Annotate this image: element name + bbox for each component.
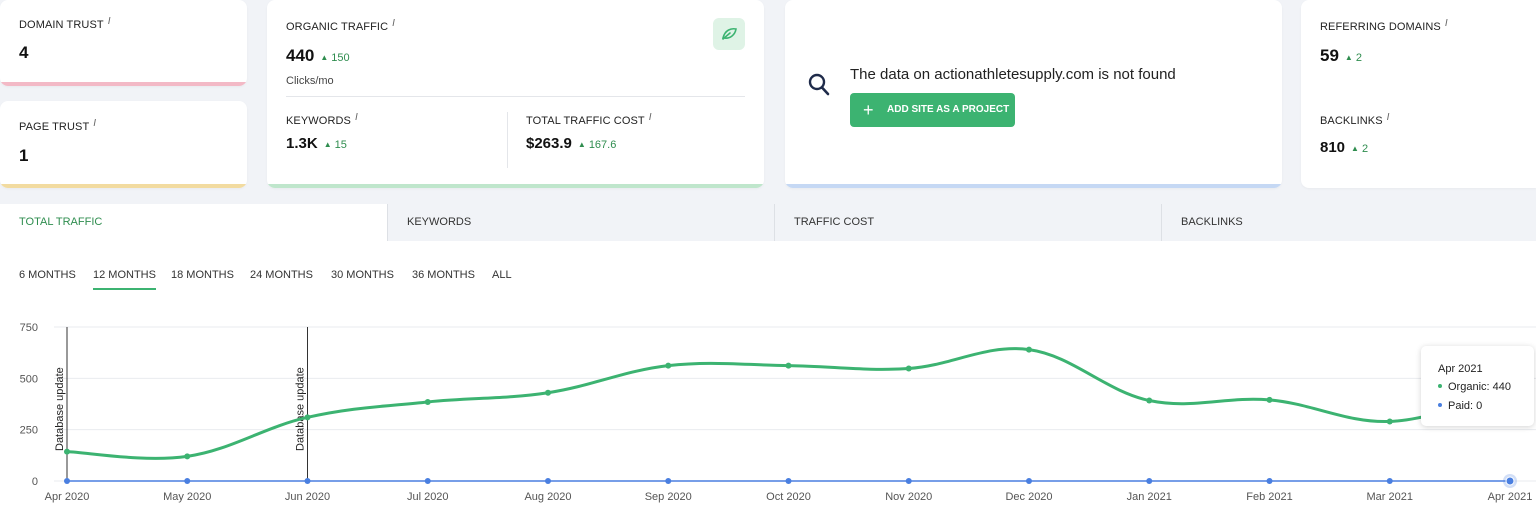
tab-backlinks[interactable]: BACKLINKS [1161,204,1536,241]
organic-traffic-value: 440 [286,46,315,65]
organic-traffic-card: ORGANIC TRAFFICi 440 150 Clicks/mo KEYWOR… [267,0,764,188]
period-24-months[interactable]: 24 MONTHS [250,269,313,281]
page-trust-value: 1 [19,146,29,165]
organic-traffic-value-row: 440 150 [286,46,350,66]
traffic-cost-label: TOTAL TRAFFIC COST i [526,112,652,127]
keywords-block: KEYWORDSi 1.3K 15 [286,112,358,153]
links-card: REFERRING DOMAINSi 59 2 BACKLINKSi 810 2 [1301,0,1536,188]
backlinks-row: 810 2 [1320,139,1368,157]
info-icon[interactable]: i [107,16,111,27]
referring-domains-delta: 2 [1345,52,1362,64]
info-icon[interactable]: i [93,118,97,129]
page-trust-stripe [0,184,247,188]
period-30-months[interactable]: 30 MONTHS [331,269,394,281]
leaf-icon[interactable] [713,18,745,50]
referring-domains-value: 59 [1320,46,1339,65]
organic-traffic-label: ORGANIC TRAFFIC i [286,18,396,33]
tooltip-organic-row: Organic: 440 [1438,381,1511,393]
referring-domains-row: 59 2 [1320,46,1362,66]
backlinks-label: BACKLINKS i [1320,112,1390,127]
tab-keywords[interactable]: KEYWORDS [387,204,774,241]
chart-tooltip: Apr 2021 Organic: 440 Paid: 0 [1421,346,1534,426]
add-site-button[interactable]: + ADD SITE AS A PROJECT [850,93,1015,127]
tab-traffic-cost[interactable]: TRAFFIC COST [774,204,1161,241]
info-icon[interactable]: i [354,112,358,123]
plus-icon: + [863,100,874,120]
info-icon[interactable]: i [1386,112,1390,123]
referring-domains-label: REFERRING DOMAINS i [1320,18,1448,33]
add-site-button-label: ADD SITE AS A PROJECT [887,104,1010,115]
traffic-cost-delta: 167.6 [578,139,617,151]
domain-trust-stripe [0,82,247,86]
traffic-cost-value: $263.9 [526,135,572,152]
vertical-divider [507,112,508,168]
keywords-delta: 15 [324,139,347,151]
chart-panel: 6 MONTHS 12 MONTHS 18 MONTHS 24 MONTHS 3… [0,241,1536,507]
page-trust-label: PAGE TRUST i [19,118,97,133]
search-icon [807,72,831,103]
domain-trust-label: DOMAIN TRUST i [19,16,111,31]
domain-trust-card: DOMAIN TRUST i 4 [0,0,247,86]
tooltip-organic-value: 440 [1492,381,1511,393]
tooltip-title: Apr 2021 [1438,363,1483,375]
tab-total-traffic[interactable]: TOTAL TRAFFIC [0,204,387,242]
period-6-months[interactable]: 6 MONTHS [19,269,76,281]
organic-traffic-delta: 150 [320,52,349,64]
info-icon[interactable]: i [1444,18,1448,29]
traffic-cost-block: TOTAL TRAFFIC COSTi $263.9 167.6 [526,112,652,153]
keywords-label: KEYWORDS i [286,112,358,127]
info-icon[interactable]: i [648,112,652,123]
period-all[interactable]: ALL [492,269,512,281]
chart-tabs: TOTAL TRAFFIC KEYWORDS TRAFFIC COST BACK… [0,204,1536,242]
tooltip-paid-row: Paid: 0 [1438,400,1482,412]
backlinks-delta: 2 [1351,143,1368,155]
card-divider [286,96,745,97]
not-found-stripe [785,184,1282,188]
tooltip-paid-value: 0 [1476,400,1483,412]
period-36-months[interactable]: 36 MONTHS [412,269,475,281]
period-18-months[interactable]: 18 MONTHS [171,269,234,281]
period-12-months[interactable]: 12 MONTHS [93,269,156,290]
domain-trust-value: 4 [19,43,29,62]
organic-traffic-unit: Clicks/mo [286,75,334,87]
organic-stripe [267,184,764,188]
page-trust-card: PAGE TRUST i 1 [0,101,247,188]
backlinks-value: 810 [1320,139,1346,156]
not-found-message: The data on actionathletesupply.com is n… [850,66,1176,83]
info-icon[interactable]: i [392,18,396,29]
keywords-value: 1.3K [286,135,318,152]
not-found-card: The data on actionathletesupply.com is n… [785,0,1282,188]
